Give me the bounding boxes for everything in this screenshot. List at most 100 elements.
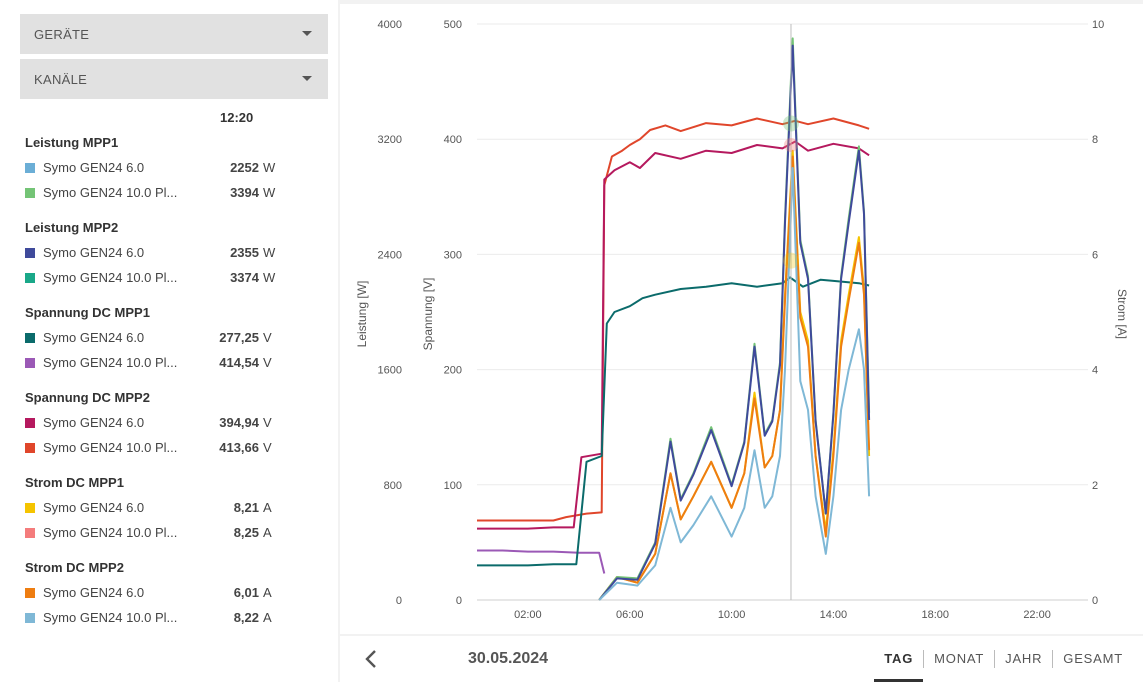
selected-date: 30.05.2024 (468, 650, 549, 667)
chevron-down-icon (302, 31, 312, 36)
y-tick-leistung: 1600 (378, 365, 402, 377)
channel-row[interactable]: Symo GEN24 6.0 277,25 V (25, 329, 285, 347)
series-color-swatch (25, 613, 35, 623)
channel-group-title: Strom DC MPP2 (25, 560, 124, 575)
x-tick: 14:00 (820, 609, 848, 621)
y-tick-spannung: 100 (444, 480, 462, 492)
series-line (598, 44, 871, 601)
series-line (477, 549, 606, 574)
devices-dropdown[interactable]: GERÄTE (20, 14, 328, 54)
device-name: Symo GEN24 10.0 Pl... (43, 185, 178, 200)
channel-group-title: Leistung MPP1 (25, 135, 119, 150)
cursor-marker (783, 138, 798, 153)
y-axis-title-leistung: Leistung [W] (355, 281, 369, 348)
channel-unit: W (263, 185, 276, 200)
channel-unit: A (263, 500, 272, 515)
channel-sidebar: GERÄTE KANÄLE 12:20 Leistung MPP1 Symo GE… (0, 0, 338, 682)
channel-unit: V (263, 415, 272, 430)
tab-monat[interactable]: MONAT (934, 651, 985, 666)
y-tick-strom: 2 (1092, 480, 1098, 492)
series-color-swatch (25, 358, 35, 368)
tab-jahr[interactable]: JAHR (1005, 651, 1043, 666)
channel-value: 414,54 (219, 355, 259, 370)
channel-row[interactable]: Symo GEN24 10.0 Pl... 3374 W (25, 269, 285, 287)
y-tick-spannung: 200 (444, 365, 462, 377)
channel-value: 277,25 (219, 330, 259, 345)
y-tick-leistung: 800 (384, 480, 402, 492)
channel-row[interactable]: Symo GEN24 10.0 Pl... 8,25 A (25, 524, 285, 542)
channel-value: 8,22 (233, 610, 259, 625)
channel-row[interactable]: Symo GEN24 6.0 2355 W (25, 244, 285, 262)
series-line (477, 117, 870, 522)
channel-unit: W (263, 160, 276, 175)
period-tabs: TAG MONAT JAHR GESAMT (874, 636, 1133, 682)
channel-unit: W (263, 270, 276, 285)
y-tick-leistung: 0 (396, 595, 402, 607)
channel-row[interactable]: Symo GEN24 10.0 Pl... 413,66 V (25, 439, 285, 457)
tab-divider (923, 650, 925, 668)
channel-row[interactable]: Symo GEN24 6.0 6,01 A (25, 584, 285, 602)
devices-dropdown-label: GERÄTE (34, 26, 90, 42)
channel-value: 8,25 (233, 525, 259, 540)
line-chart[interactable]: 0 0 0 800 100 2 1600 200 4 2400 300 6 3200 400 8 4000 50… (340, 4, 1143, 634)
device-name: Symo GEN24 10.0 Pl... (43, 440, 178, 455)
y-tick-spannung: 400 (444, 134, 462, 146)
channel-group-title: Spannung DC MPP1 (25, 305, 150, 320)
chevron-left-icon[interactable] (360, 647, 384, 671)
chart-ticks: 0 0 0 800 100 2 1600 200 4 2400 300 6 3200 400 8 4000 50… (378, 19, 1105, 621)
y-tick-strom: 0 (1092, 595, 1098, 607)
channel-unit: A (263, 610, 272, 625)
channel-group-title: Spannung DC MPP2 (25, 390, 150, 405)
channel-value: 2355 (230, 245, 259, 260)
x-tick: 06:00 (616, 609, 644, 621)
device-name: Symo GEN24 6.0 (43, 330, 145, 345)
x-tick: 18:00 (921, 609, 949, 621)
channel-row[interactable]: Symo GEN24 10.0 Pl... 3394 W (25, 184, 285, 202)
y-tick-strom: 6 (1092, 249, 1098, 261)
channel-row[interactable]: Symo GEN24 6.0 394,94 V (25, 414, 285, 432)
device-name: Symo GEN24 10.0 Pl... (43, 270, 178, 285)
channel-unit: V (263, 440, 272, 455)
channel-row[interactable]: Symo GEN24 6.0 8,21 A (25, 499, 285, 517)
series-line (598, 155, 871, 601)
cursor-marker (782, 115, 799, 132)
tab-divider (1052, 650, 1054, 668)
chevron-down-icon (302, 76, 312, 81)
x-tick: 02:00 (514, 609, 542, 621)
y-tick-strom: 8 (1092, 134, 1098, 146)
channel-value: 3374 (230, 270, 259, 285)
y-axis-title-strom: Strom [A] (1115, 289, 1129, 339)
device-name: Symo GEN24 10.0 Pl... (43, 525, 178, 540)
tab-gesamt[interactable]: GESAMT (1063, 651, 1123, 666)
series-line (477, 276, 870, 567)
series-line (477, 140, 870, 530)
channel-row[interactable]: Symo GEN24 10.0 Pl... 8,22 A (25, 609, 285, 627)
tab-tag[interactable]: TAG (874, 636, 924, 682)
chart-series (477, 37, 871, 601)
channel-value: 6,01 (233, 585, 259, 600)
cursor-time-label: 12:20 (220, 110, 254, 125)
series-color-swatch (25, 163, 35, 173)
channel-unit: A (263, 585, 272, 600)
device-name: Symo GEN24 6.0 (43, 500, 145, 515)
x-tick: 22:00 (1023, 609, 1051, 621)
device-name: Symo GEN24 6.0 (43, 160, 145, 175)
x-tick: 10:00 (718, 609, 746, 621)
channel-value: 8,21 (233, 500, 259, 515)
channels-dropdown[interactable]: KANÄLE (20, 59, 328, 99)
series-color-swatch (25, 503, 35, 513)
channel-row[interactable]: Symo GEN24 6.0 2252 W (25, 159, 285, 177)
channel-unit: A (263, 525, 272, 540)
tab-divider (994, 650, 996, 668)
channel-row[interactable]: Symo GEN24 10.0 Pl... 414,54 V (25, 354, 285, 372)
channel-value: 413,66 (219, 440, 259, 455)
device-name: Symo GEN24 10.0 Pl... (43, 355, 178, 370)
chart-panel: 0 0 0 800 100 2 1600 200 4 2400 300 6 3200 400 8 4000 50… (340, 4, 1143, 634)
series-color-swatch (25, 443, 35, 453)
channel-unit: W (263, 245, 276, 260)
series-color-swatch (25, 528, 35, 538)
series-color-swatch (25, 333, 35, 343)
series-color-swatch (25, 273, 35, 283)
y-tick-strom: 10 (1092, 19, 1104, 31)
cursor-marker (782, 252, 799, 269)
